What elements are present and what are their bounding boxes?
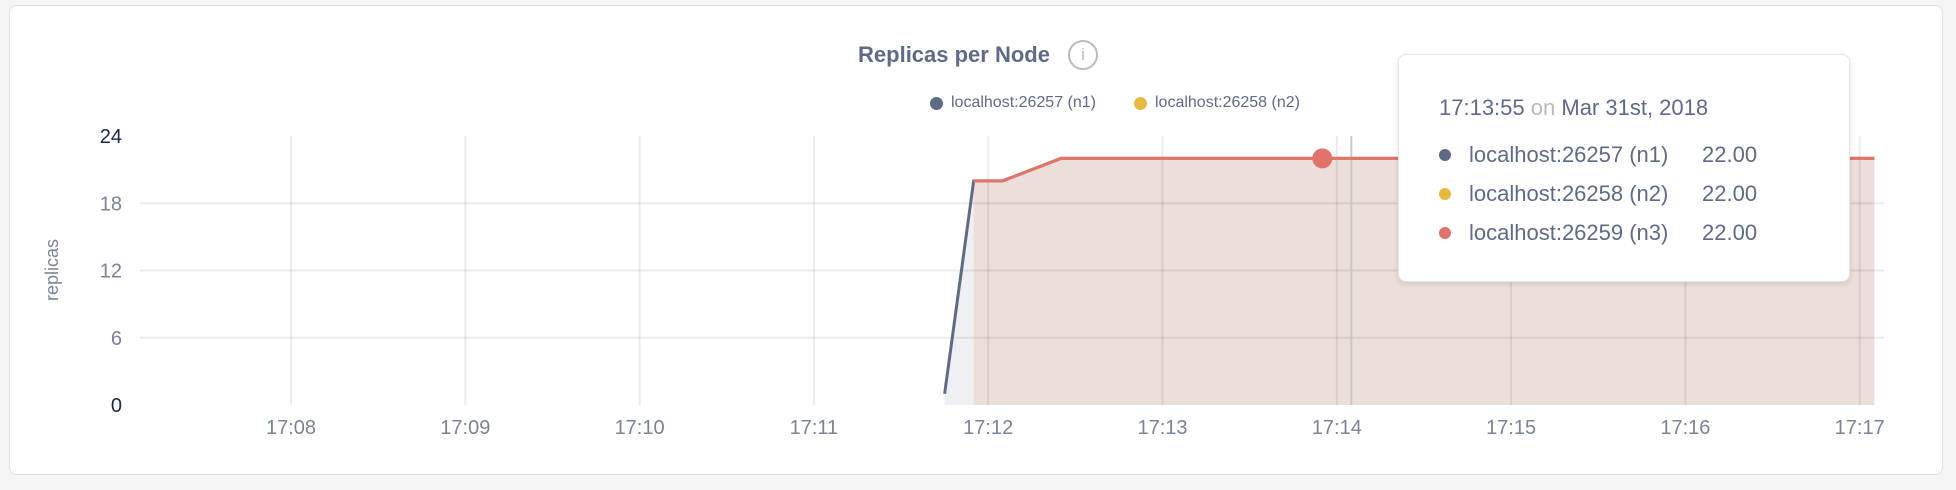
x-tick-label: 17:16 xyxy=(1660,417,1710,439)
chart-title: Replicas per Node xyxy=(858,42,1050,67)
x-tick-label: 17:17 xyxy=(1835,417,1885,439)
x-tick-label: 17:11 xyxy=(790,417,839,439)
tooltip-on: on xyxy=(1530,95,1556,120)
series-dot xyxy=(1439,226,1451,239)
y-tick-label: 24 xyxy=(100,126,122,148)
series-dot xyxy=(1439,187,1451,200)
x-tick-label: 17:14 xyxy=(1312,417,1362,439)
tooltip-series-value: 22.00 xyxy=(1702,219,1758,245)
tooltip-row-n3: localhost:26259 (n3) 22.00 xyxy=(1439,213,1849,252)
x-tick-label: 17:10 xyxy=(615,417,665,439)
tooltip-series-value: 22.00 xyxy=(1702,180,1758,206)
legend-dot xyxy=(1133,96,1147,110)
tooltip-time: 17:13:55 xyxy=(1439,95,1525,120)
tooltip-header: 17:13:55 on Mar 31st, 2018 xyxy=(1439,95,1849,121)
x-tick-label: 17:09 xyxy=(440,417,490,439)
tooltip-row-n2: localhost:26258 (n2) 22.00 xyxy=(1439,174,1849,213)
legend-label: localhost:26257 (n1) xyxy=(951,94,1096,111)
tooltip-row-n1: localhost:26257 (n1) 22.00 xyxy=(1439,135,1849,174)
tooltip-date: Mar 31st, 2018 xyxy=(1561,95,1709,120)
x-tick-label: 17:12 xyxy=(963,417,1013,439)
x-tick-label: 17:15 xyxy=(1486,417,1536,439)
chart-title-row: Replicas per Node i xyxy=(0,40,1956,70)
legend-item-n2[interactable]: localhost:26258 (n2) xyxy=(1133,94,1300,112)
legend: localhost:26257 (n1) localhost:26258 (n2… xyxy=(930,94,1300,112)
legend-dot xyxy=(930,96,943,110)
tooltip-series-name: localhost:26259 (n3) xyxy=(1469,219,1669,245)
series-dot xyxy=(1439,148,1451,161)
y-tick-label: 6 xyxy=(111,328,122,350)
y-tick-label: 12 xyxy=(100,261,122,283)
tooltip-series-name: localhost:26258 (n2) xyxy=(1469,180,1669,206)
y-tick-label: 18 xyxy=(100,193,122,215)
y-axis-label: replicas xyxy=(42,239,62,301)
legend-label: localhost:26258 (n2) xyxy=(1154,94,1300,111)
info-circle-icon[interactable]: i xyxy=(1067,40,1098,70)
tooltip-series-name: localhost:26257 (n1) xyxy=(1469,141,1669,167)
x-tick-label: 17:13 xyxy=(1137,417,1187,439)
y-tick-label: 0 xyxy=(111,395,122,417)
tooltip-series-value: 22.00 xyxy=(1702,141,1758,167)
hover-tooltip: 17:13:55 on Mar 31st, 2018 localhost:262… xyxy=(1398,54,1850,282)
x-tick-label: 17:08 xyxy=(266,417,316,439)
hover-point-marker xyxy=(1312,148,1333,169)
legend-item-n1[interactable]: localhost:26257 (n1) xyxy=(930,94,1096,112)
